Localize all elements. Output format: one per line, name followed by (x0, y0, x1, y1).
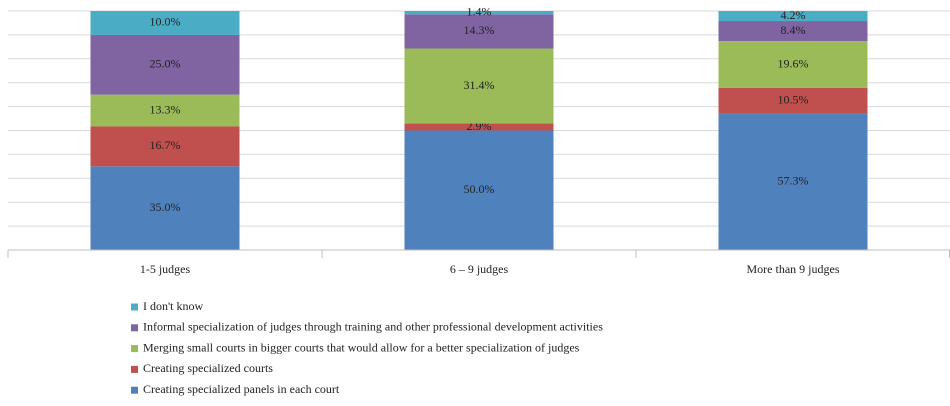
bar-segment (404, 14, 554, 49)
bar-segment (90, 94, 240, 127)
bar-segment (718, 11, 868, 22)
legend-label: Merging small courts in bigger courts th… (143, 340, 580, 354)
data-label: 1.4% (467, 4, 492, 18)
legend-label: Creating specialized courts (143, 361, 273, 375)
bar-segment (90, 166, 240, 250)
legend-label: Informal specialization of judges throug… (143, 320, 603, 334)
bar-segment (90, 11, 240, 35)
data-label: 19.6% (778, 56, 809, 70)
legend-label: Creating specialized panels in each cour… (143, 382, 340, 396)
data-label: 10.0% (150, 15, 181, 29)
data-label: 31.4% (464, 78, 495, 92)
bar-segment (404, 130, 554, 250)
bar-segment (718, 113, 868, 250)
legend-swatch (131, 324, 138, 332)
bar-segment (90, 126, 240, 167)
data-label: 50.0% (464, 182, 495, 196)
bar-segment (90, 34, 240, 95)
bar-segment (404, 48, 554, 124)
bar-segment (718, 21, 868, 42)
x-tick-label: More than 9 judges (747, 262, 840, 276)
bar-segment (718, 87, 868, 114)
legend-swatch (131, 386, 138, 394)
data-label: 4.2% (781, 8, 806, 22)
data-label: 57.3% (778, 173, 809, 187)
legend-swatch (131, 303, 138, 311)
bar-segment (404, 11, 554, 15)
legend-swatch (131, 365, 138, 373)
data-label: 8.4% (781, 23, 806, 37)
data-label: 10.5% (778, 92, 809, 106)
data-label: 16.7% (150, 138, 181, 152)
x-tick-label: 1-5 judges (140, 262, 191, 276)
data-label: 13.3% (150, 102, 181, 116)
data-label: 35.0% (150, 200, 181, 214)
legend-swatch (131, 345, 138, 353)
bar-segment (718, 41, 868, 88)
x-tick-label: 6 – 9 judges (450, 262, 509, 276)
data-label: 14.3% (464, 23, 495, 37)
bar-segment (404, 123, 554, 131)
data-label: 25.0% (150, 57, 181, 71)
legend-label: I don't know (143, 299, 203, 313)
